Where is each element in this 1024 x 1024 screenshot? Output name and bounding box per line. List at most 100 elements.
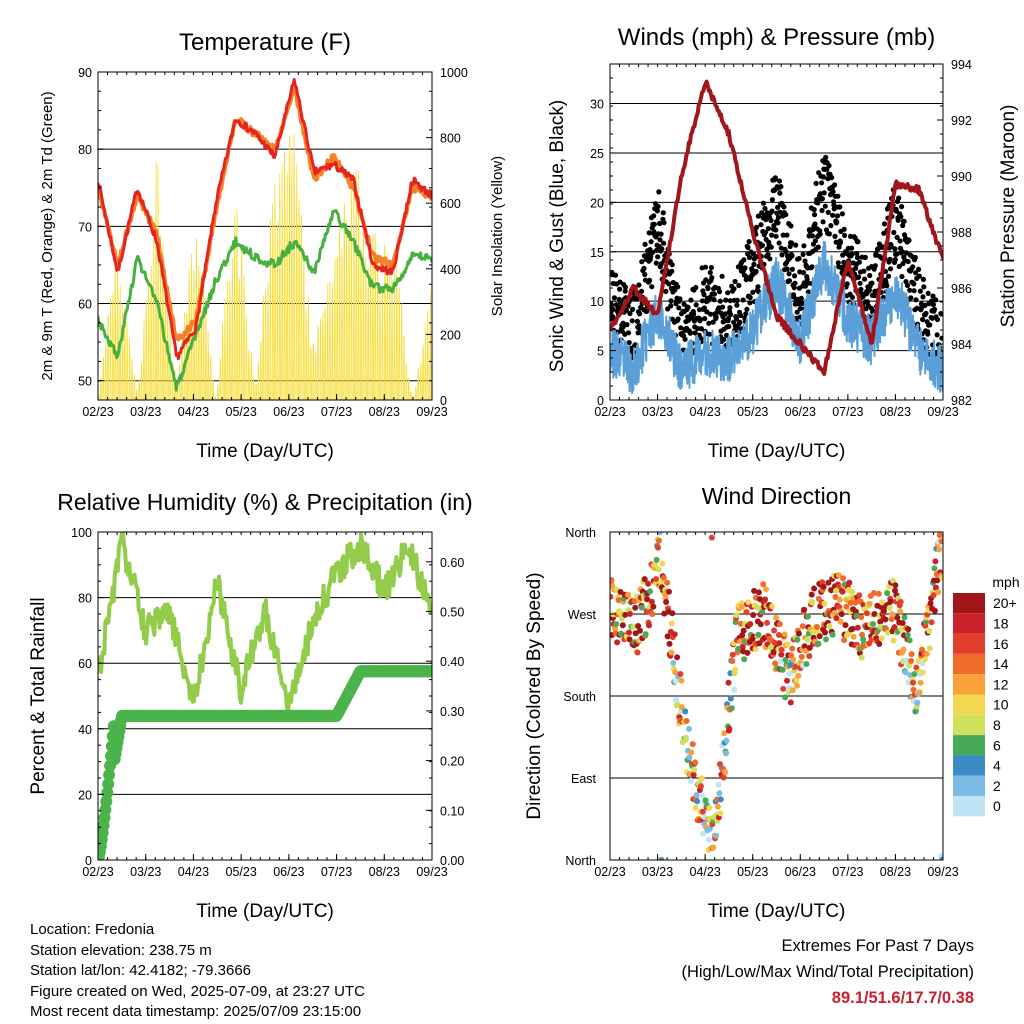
direction-point <box>922 618 929 625</box>
gust-point <box>642 271 648 278</box>
gust-point <box>653 260 659 266</box>
gust-point <box>783 249 789 255</box>
direction-point <box>669 610 676 617</box>
direction-point <box>706 825 713 832</box>
gust-point <box>840 252 846 258</box>
gust-point <box>794 309 800 315</box>
temp-frame <box>97 71 433 401</box>
direction-point <box>721 730 728 737</box>
direction-point <box>910 686 917 693</box>
temp-xtick-label: 08/23 <box>369 405 400 419</box>
dir-ytick-label: North <box>565 526 596 540</box>
direction-point <box>902 669 909 676</box>
gust-point <box>862 254 868 260</box>
direction-point <box>725 679 732 686</box>
direction-point <box>657 532 663 536</box>
rh-xtick-label: 05/23 <box>226 865 257 879</box>
winds-ytick-label-left: 10 <box>590 295 604 309</box>
direction-point <box>722 769 729 776</box>
gust-point <box>887 256 893 262</box>
direction-point <box>908 658 915 664</box>
direction-point <box>841 637 848 644</box>
legend-swatch <box>953 613 985 634</box>
direction-point <box>779 666 786 673</box>
rh-ytick-label-left: 40 <box>78 723 92 737</box>
direction-point <box>755 631 762 638</box>
direction-point <box>897 608 904 615</box>
gust-point <box>706 320 712 326</box>
gust-point <box>817 231 823 237</box>
legend-label: 16 <box>993 636 1009 652</box>
gust-point <box>784 266 790 272</box>
gust-point <box>798 295 804 301</box>
direction-point <box>670 660 677 666</box>
gust-point <box>767 256 773 262</box>
direction-point <box>729 651 736 658</box>
direction-point <box>731 686 738 693</box>
direction-point <box>657 579 664 586</box>
direction-point <box>699 792 706 799</box>
direction-point <box>710 844 717 851</box>
gust-point <box>611 295 618 301</box>
direction-point <box>820 583 827 590</box>
temp-ytick-label-right: 200 <box>440 328 461 342</box>
direction-point <box>808 591 815 598</box>
direction-point <box>815 640 822 647</box>
temp-ytick-label-left: 60 <box>78 298 92 312</box>
winds-ylabel-right: Station Pressure (Maroon) <box>998 105 1019 328</box>
humidity-xlabel: Time (Day/UTC) <box>196 901 334 922</box>
direction-point <box>801 643 808 650</box>
direction-points <box>610 532 943 860</box>
temperature-ylabel-left: 2m & 9m T (Red, Orange) & 2m Td (Green) <box>39 91 56 380</box>
gust-point <box>786 278 793 284</box>
gust-point <box>844 281 850 287</box>
gust-point <box>743 274 750 280</box>
direction-point <box>655 566 662 573</box>
gust-point <box>906 237 912 244</box>
direction-point <box>717 810 724 817</box>
gust-point <box>825 209 831 215</box>
rh-ytick-label-left: 20 <box>78 788 92 802</box>
gust-point <box>773 233 779 239</box>
winds-title: Winds (mph) & Pressure (mb) <box>618 24 935 51</box>
gust-point <box>617 299 624 305</box>
direction-point <box>803 661 810 667</box>
winds-xtick-label: 08/23 <box>880 405 911 419</box>
direction-point <box>764 619 770 626</box>
direction-point <box>931 565 938 572</box>
direction-point <box>787 699 794 706</box>
gust-point <box>638 288 645 294</box>
direction-point <box>658 856 665 860</box>
direction-point <box>921 656 928 663</box>
rh-ytick-label-right: 0.40 <box>440 655 464 669</box>
direction-point <box>821 600 828 607</box>
direction-point <box>723 737 730 744</box>
gust-point <box>741 257 747 263</box>
gust-point <box>617 279 623 285</box>
gust-point <box>716 289 723 295</box>
direction-point <box>610 593 614 600</box>
direction-point <box>809 599 816 606</box>
direction-point <box>683 718 690 724</box>
extremes-box: Extremes For Past 7 Days (High/Low/Max W… <box>681 933 974 1011</box>
direction-point <box>727 670 734 677</box>
direction-point <box>884 590 891 597</box>
direction-point <box>740 627 747 634</box>
gust-point <box>930 293 936 299</box>
winds-ytick-label-left: 30 <box>590 98 604 112</box>
direction-point <box>863 610 870 617</box>
gust-point <box>832 233 838 239</box>
gust-point <box>655 254 661 260</box>
direction-point <box>811 585 818 592</box>
winds-ytick-label-left: 5 <box>597 345 604 359</box>
direction-point <box>677 671 684 677</box>
gust-point <box>745 244 751 251</box>
gust-point <box>771 223 777 229</box>
gust-point <box>842 232 848 238</box>
gust-point <box>828 223 834 229</box>
gust-point <box>797 306 803 312</box>
direction-point <box>622 611 629 618</box>
gust-point <box>733 316 740 322</box>
legend-swatch <box>953 633 985 654</box>
direction-point <box>610 577 615 583</box>
